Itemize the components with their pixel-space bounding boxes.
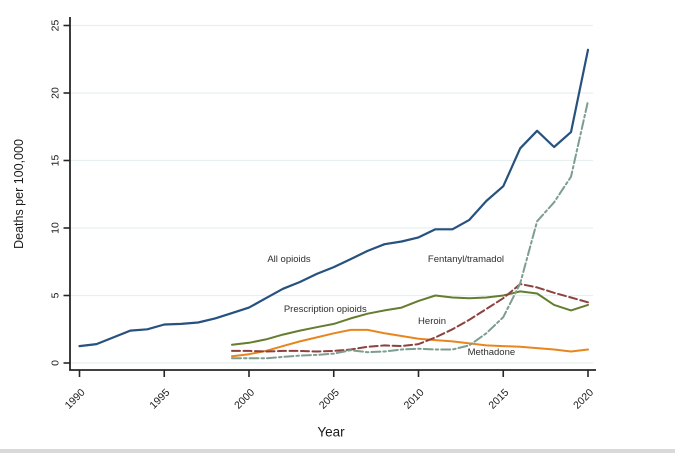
page-bottom-strip bbox=[0, 449, 675, 453]
series-heroin-line bbox=[231, 283, 589, 353]
series-all-opioids-line bbox=[78, 48, 590, 348]
y-axis-title: Deaths per 100,000 bbox=[12, 139, 26, 249]
x-tick-label-1990: 1990 bbox=[63, 387, 88, 412]
annotation-prescription-opioids: Prescription opioids bbox=[284, 304, 367, 315]
x-tick-label-1995: 1995 bbox=[147, 387, 172, 412]
y-tick-label-10: 10 bbox=[50, 222, 62, 234]
x-tick-label-2020: 2020 bbox=[571, 387, 596, 412]
annotation-fentanyl-tramadol: Fentanyl/tramadol bbox=[428, 254, 504, 265]
series-methadone-line bbox=[231, 328, 589, 358]
x-tick-label-2010: 2010 bbox=[402, 387, 427, 412]
y-tick-label-25: 25 bbox=[50, 20, 62, 32]
y-tick-label-5: 5 bbox=[50, 292, 62, 298]
y-tick-label-0: 0 bbox=[50, 360, 62, 366]
x-tick-label-2005: 2005 bbox=[317, 387, 342, 412]
series-fentanyl-tramadol-line bbox=[231, 100, 589, 360]
x-tick-label-2000: 2000 bbox=[232, 387, 257, 412]
series-prescription-opioids-line bbox=[231, 290, 589, 346]
x-axis-title: Year bbox=[317, 424, 345, 440]
annotation-heroin: Heroin bbox=[418, 316, 446, 327]
y-tick-label-15: 15 bbox=[50, 155, 62, 167]
x-tick-label-2015: 2015 bbox=[486, 387, 511, 412]
annotation-methadone: Methadone bbox=[468, 347, 516, 358]
annotation-all-opioids: All opioids bbox=[267, 254, 311, 265]
y-tick-label-20: 20 bbox=[50, 87, 62, 99]
